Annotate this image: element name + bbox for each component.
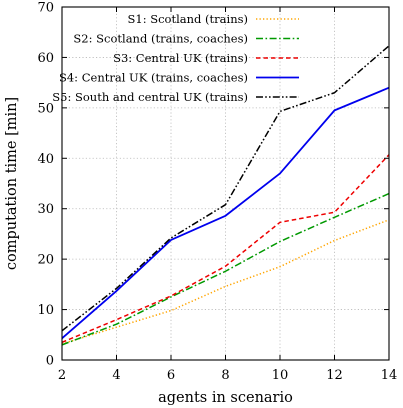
- y-tick-label: 30: [37, 202, 54, 217]
- x-tick-label: 6: [167, 368, 175, 383]
- legend-label: S5: South and central UK (trains): [52, 90, 248, 104]
- series-line-s2: [61, 192, 390, 346]
- series-group: [61, 45, 390, 346]
- series-line-s5: [61, 45, 390, 332]
- legend-label: S4: Central UK (trains, coaches): [59, 71, 248, 85]
- y-tick-label: 60: [37, 51, 54, 66]
- legend-label: S3: Central UK (trains): [113, 51, 248, 65]
- ticks: [61, 6, 390, 361]
- y-tick-label: 50: [37, 101, 54, 116]
- series-line-s3: [61, 154, 390, 344]
- tick-labels: 2 4 6 8 10 12 14 0 10 20 30 40 50 60 70: [37, 1, 397, 384]
- y-tick-label: 40: [37, 152, 54, 167]
- legend-label: S1: Scotland (trains): [128, 12, 248, 26]
- x-tick-label: 8: [221, 368, 229, 383]
- x-axis-label: agents in scenario: [158, 390, 293, 406]
- x-tick-label: 12: [326, 368, 343, 383]
- x-tick-label: 14: [381, 368, 398, 383]
- y-tick-label: 20: [37, 253, 54, 268]
- x-tick-label: 4: [112, 368, 120, 383]
- series-line-s1: [61, 219, 390, 345]
- legend: S1: Scotland (trains) S2: Scotland (train…: [52, 12, 299, 104]
- y-axis-label: computation time [min]: [4, 97, 20, 270]
- grid: [62, 7, 389, 360]
- x-tick-label: 10: [272, 368, 289, 383]
- x-tick-label: 2: [58, 368, 66, 383]
- y-tick-label: 0: [46, 354, 54, 369]
- y-tick-label: 10: [37, 303, 54, 318]
- y-tick-label: 70: [37, 1, 54, 16]
- series-line-s4: [61, 86, 390, 339]
- legend-label: S2: Scotland (trains, coaches): [73, 32, 248, 46]
